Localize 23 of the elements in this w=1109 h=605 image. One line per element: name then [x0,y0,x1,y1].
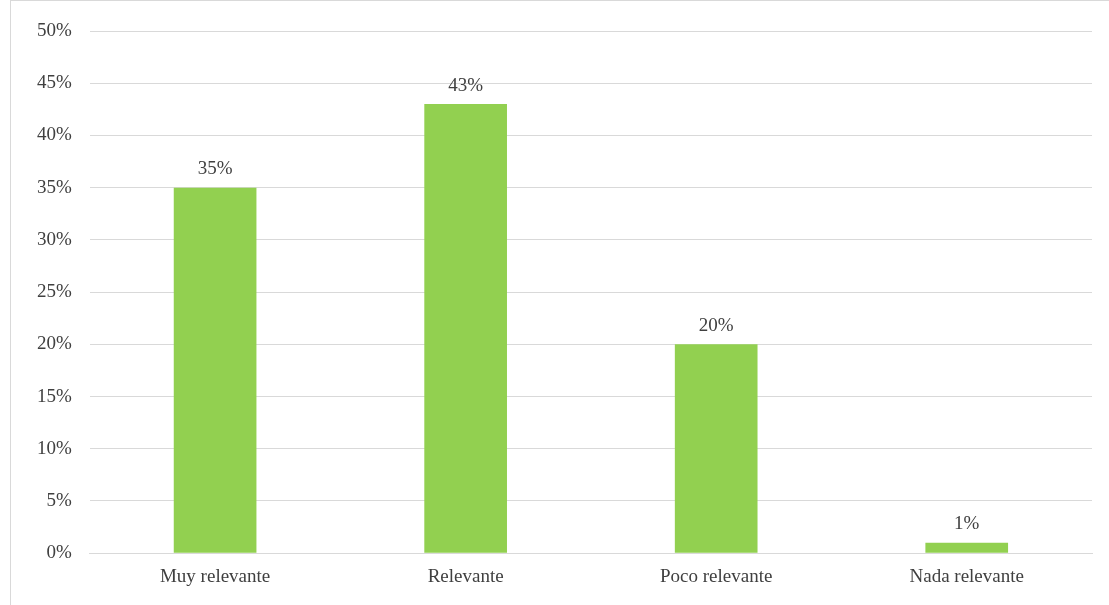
y-tick-label: 5% [46,488,72,510]
y-tick-label: 50% [37,18,72,40]
y-tick-label: 35% [37,175,72,197]
y-tick-label: 40% [37,123,72,145]
bar [925,542,1009,553]
bar [674,344,758,553]
bar [173,187,257,553]
data-label: 1% [954,512,980,534]
x-tick-label: Poco relevante [660,564,773,586]
x-tick-label: Relevante [427,564,504,586]
y-tick-label: 10% [37,436,72,458]
y-tick-label: 45% [37,71,72,93]
data-label: 20% [698,313,734,335]
data-label: 35% [197,157,233,179]
y-tick-label: 0% [46,541,72,563]
y-tick-label: 30% [37,227,72,249]
bar [424,104,507,553]
x-tick-label: Muy relevante [159,564,271,586]
data-label: 43% [448,73,484,95]
y-tick-label: 20% [37,332,72,354]
y-tick-label: 15% [37,384,72,406]
x-tick-label: Nada relevante [909,564,1024,586]
y-tick-label: 25% [37,280,72,302]
